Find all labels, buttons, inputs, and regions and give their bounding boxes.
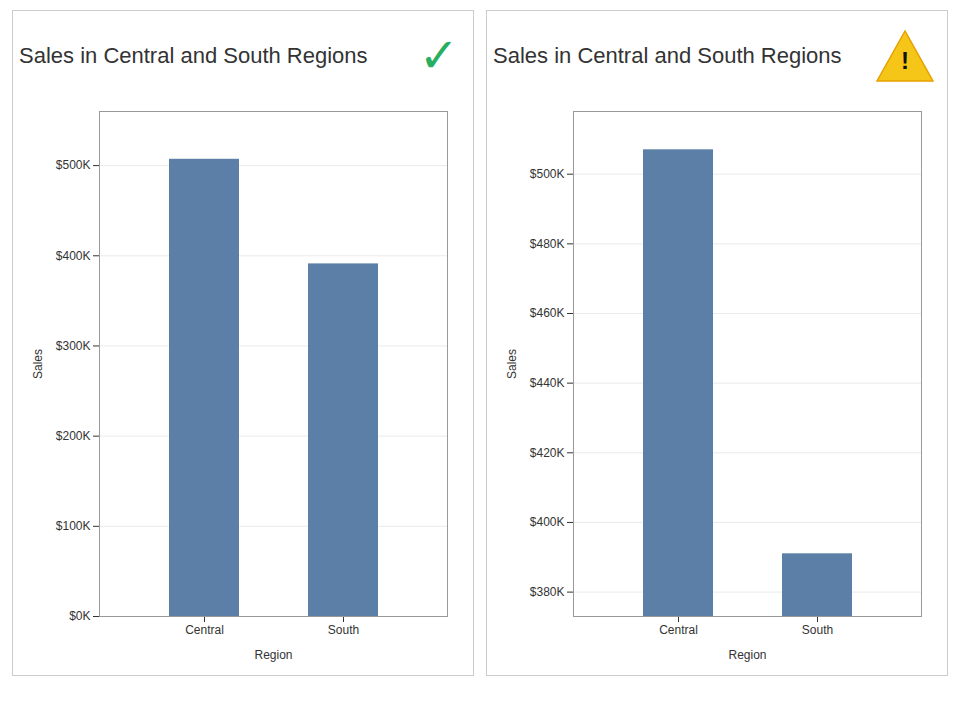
svg-text:Region: Region: [728, 648, 766, 662]
svg-text:South: South: [328, 623, 359, 637]
svg-text:$400K: $400K: [56, 249, 91, 263]
svg-text:$200K: $200K: [56, 429, 91, 443]
html-text:Sales in Central and South Reg: Sales in Central and South Regions: [19, 43, 368, 68]
svg-text:$380K: $380K: [530, 585, 565, 599]
svg-text:South: South: [802, 623, 833, 637]
svg-text:Central: Central: [185, 623, 224, 637]
svg-text:$300K: $300K: [56, 339, 91, 353]
svg-text:$400K: $400K: [530, 515, 565, 529]
svg-text:$500K: $500K: [56, 158, 91, 172]
svg-text:Sales: Sales: [505, 349, 519, 379]
html-text:Sales in Central and South Reg: Sales in Central and South Regions: [493, 43, 842, 68]
svg-text:$420K: $420K: [530, 446, 565, 460]
svg-text:$440K: $440K: [530, 376, 565, 390]
svg-text:Sales: Sales: [31, 349, 45, 379]
svg-text:Central: Central: [659, 623, 698, 637]
svg-text:Region: Region: [254, 648, 292, 662]
svg-text:$100K: $100K: [56, 519, 91, 533]
svg-text:$480K: $480K: [530, 237, 565, 251]
svg-text:$0K: $0K: [69, 609, 90, 623]
svg-text:$500K: $500K: [530, 167, 565, 181]
svg-text:$460K: $460K: [530, 306, 565, 320]
